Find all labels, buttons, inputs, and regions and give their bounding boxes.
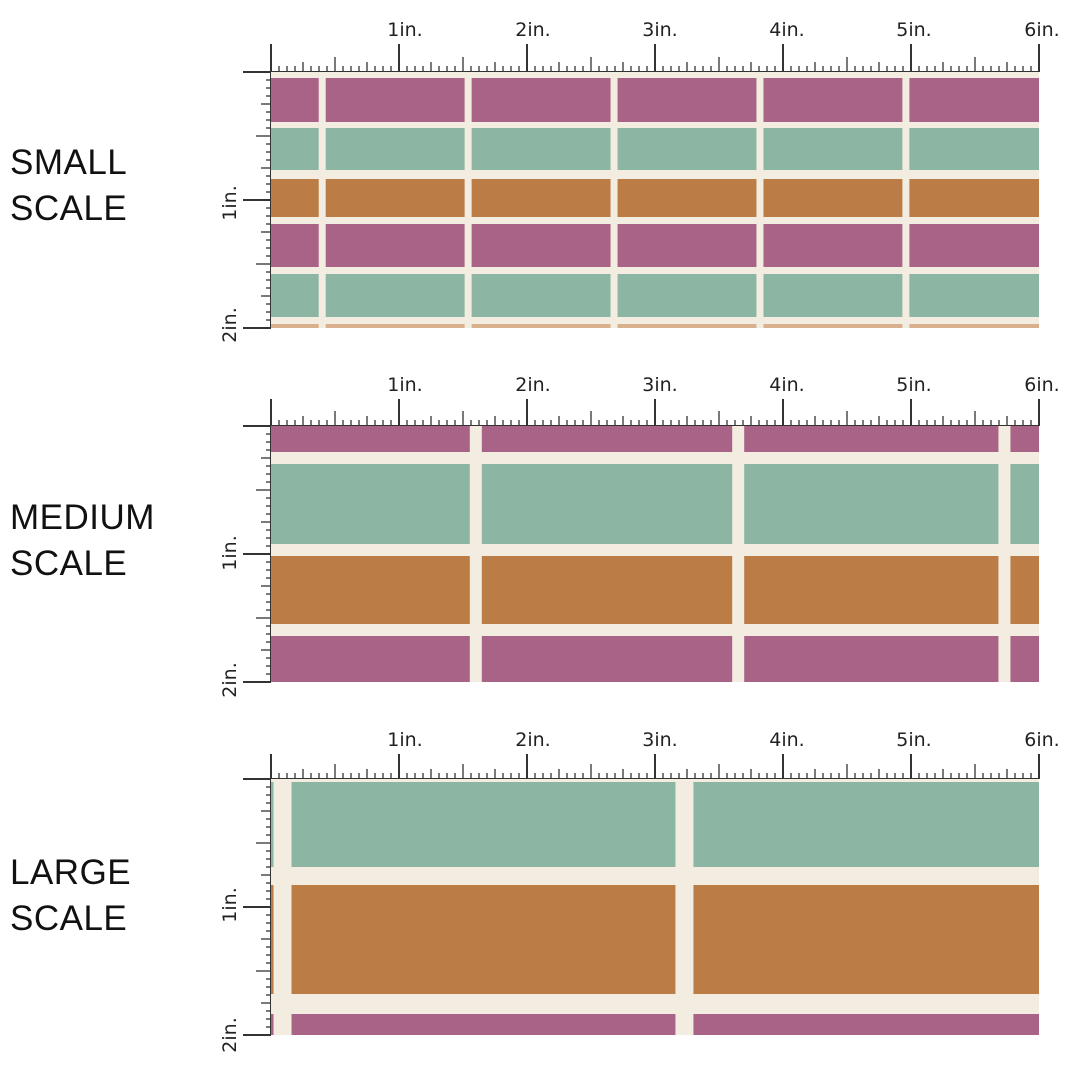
x-label-1: 1in. bbox=[387, 374, 422, 396]
stripe-sage bbox=[271, 782, 1039, 867]
x-ruler-ticks bbox=[270, 754, 1040, 780]
x-label-5: 5in. bbox=[896, 729, 931, 751]
medium-scale-panel: MEDIUM SCALE 1in. 2in. 3in. 4in. 5in. 6i… bbox=[0, 355, 1080, 710]
seam-line bbox=[318, 72, 326, 328]
x-label-4: 4in. bbox=[769, 729, 804, 751]
x-label-3: 3in. bbox=[642, 729, 677, 751]
x-label-2: 2in. bbox=[515, 374, 550, 396]
y-label-1: 1in. bbox=[219, 185, 241, 220]
x-ruler-labels: 1in. 2in. 3in. 4in. 5in. 6in. bbox=[387, 374, 1059, 396]
swatch-large bbox=[271, 779, 1039, 1035]
stripe-copper bbox=[271, 885, 1039, 994]
x-label-5: 5in. bbox=[896, 374, 931, 396]
x-label-4: 4in. bbox=[769, 374, 804, 396]
seam-line bbox=[756, 72, 764, 328]
x-ruler-labels: 1in. 2in. 3in. 4in. 5in. 6in. bbox=[387, 19, 1059, 41]
x-ruler-ticks bbox=[270, 44, 1040, 73]
label-line-1: MEDIUM bbox=[10, 498, 155, 537]
y-ruler-ticks bbox=[243, 778, 272, 1036]
x-label-6: 6in. bbox=[1024, 729, 1059, 751]
seam-line bbox=[464, 72, 472, 328]
y-label-1: 1in. bbox=[219, 887, 241, 922]
label-line-1: LARGE bbox=[10, 853, 132, 892]
x-ruler-labels: 1in. 2in. 3in. 4in. 5in. 6in. bbox=[387, 729, 1059, 751]
x-label-1: 1in. bbox=[387, 19, 422, 41]
panel-label-medium: MEDIUM SCALE bbox=[10, 495, 155, 587]
panel-label-large: LARGE SCALE bbox=[10, 850, 131, 942]
y-ruler-ticks bbox=[243, 71, 272, 329]
y-ruler-labels: 1in. 2in. bbox=[219, 185, 241, 342]
x-label-6: 6in. bbox=[1024, 374, 1059, 396]
stripe-sage bbox=[271, 274, 1039, 317]
small-scale-panel: SMALL SCALE 1in. 2in. 3in. 4in. 5in. 6in… bbox=[0, 0, 1080, 355]
y-label-2: 2in. bbox=[219, 1017, 241, 1052]
seam-line bbox=[675, 779, 694, 1035]
label-line-2: SCALE bbox=[10, 899, 128, 938]
x-label-5: 5in. bbox=[896, 19, 931, 41]
stripe-copper bbox=[271, 556, 1039, 624]
label-line-2: SCALE bbox=[10, 544, 128, 583]
y-ruler-ticks bbox=[243, 425, 272, 683]
x-label-2: 2in. bbox=[515, 19, 550, 41]
swatch-medium bbox=[271, 426, 1039, 682]
x-ruler-ticks bbox=[270, 399, 1040, 427]
stripe-plum bbox=[271, 224, 1039, 267]
stripe-pattern-small bbox=[271, 72, 1039, 328]
stripe-sage bbox=[271, 128, 1039, 170]
seam-line bbox=[998, 426, 1011, 682]
stripe-plum bbox=[271, 636, 1039, 682]
stripe-copper bbox=[271, 179, 1039, 217]
stripe-pattern-medium bbox=[271, 426, 1039, 682]
y-ruler-labels: 1in. 2in. bbox=[219, 535, 241, 697]
label-line-2: SCALE bbox=[10, 189, 128, 228]
x-label-6: 6in. bbox=[1024, 19, 1059, 41]
panel-label-small: SMALL SCALE bbox=[10, 140, 127, 232]
stripe-plum bbox=[271, 426, 1039, 452]
swatch-small bbox=[271, 72, 1039, 328]
stripe-plum bbox=[271, 78, 1039, 122]
x-label-3: 3in. bbox=[642, 19, 677, 41]
stripe-plum bbox=[271, 1014, 1039, 1035]
x-label-1: 1in. bbox=[387, 729, 422, 751]
x-label-3: 3in. bbox=[642, 374, 677, 396]
stripe-pattern-large bbox=[271, 779, 1039, 1035]
large-scale-panel: LARGE SCALE 1in. 2in. 3in. 4in. 5in. 6in… bbox=[0, 710, 1080, 1080]
y-label-2: 2in. bbox=[219, 307, 241, 342]
seam-line bbox=[610, 72, 618, 328]
x-label-2: 2in. bbox=[515, 729, 550, 751]
x-label-4: 4in. bbox=[769, 19, 804, 41]
y-ruler-labels: 1in. 2in. bbox=[219, 887, 241, 1052]
y-label-1: 1in. bbox=[219, 535, 241, 570]
seam-line bbox=[273, 779, 292, 1035]
label-line-1: SMALL bbox=[10, 143, 128, 182]
stripe-sage bbox=[271, 464, 1039, 544]
seam-line bbox=[732, 426, 745, 682]
stripe-peach bbox=[271, 324, 1039, 328]
y-label-2: 2in. bbox=[219, 662, 241, 697]
seam-line bbox=[902, 72, 910, 328]
seam-line bbox=[469, 426, 482, 682]
